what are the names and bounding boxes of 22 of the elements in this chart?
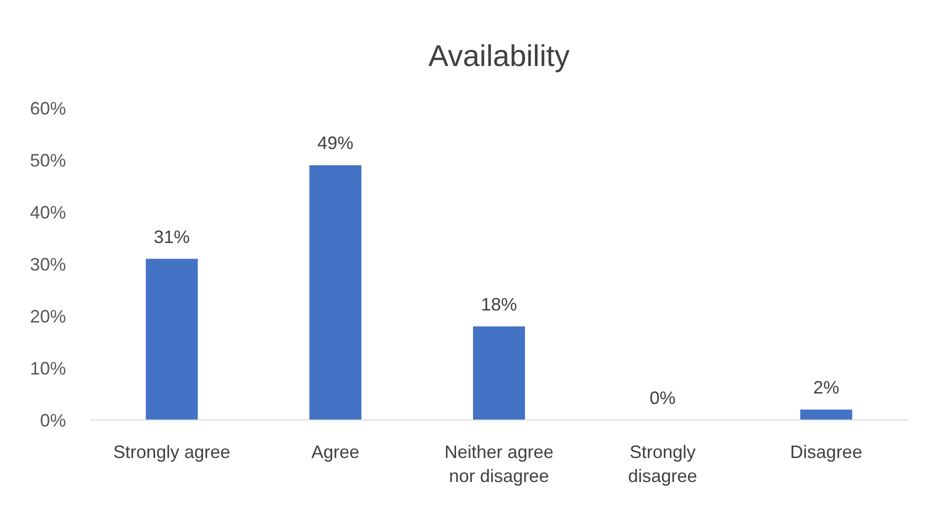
x-tick-label: Agree: [311, 442, 360, 462]
bar: [473, 326, 525, 420]
data-label: 0%: [650, 388, 676, 408]
x-tick-label: Disagree: [790, 442, 862, 462]
chart-title: Availability: [428, 40, 570, 73]
bar: [800, 410, 852, 420]
y-tick-label: 30%: [30, 254, 66, 274]
data-label: 2%: [813, 378, 840, 398]
data-label: 18%: [480, 294, 518, 314]
data-label: 49%: [317, 133, 354, 154]
data-label: 31%: [154, 226, 190, 247]
y-tick-label: 0%: [40, 410, 66, 430]
y-tick-label: 20%: [30, 306, 66, 326]
x-tick-label: Strongly disagree: [628, 442, 698, 486]
y-tick-label: 10%: [30, 358, 66, 378]
x-tick-label: Neither agree nor disagree: [444, 442, 554, 486]
y-tick-label: 60%: [30, 98, 66, 118]
x-tick-label: Strongly agree: [113, 442, 230, 462]
bar: [146, 258, 198, 420]
bar: [309, 165, 362, 420]
y-tick-label: 40%: [30, 202, 66, 222]
y-tick-label: 50%: [30, 150, 66, 170]
